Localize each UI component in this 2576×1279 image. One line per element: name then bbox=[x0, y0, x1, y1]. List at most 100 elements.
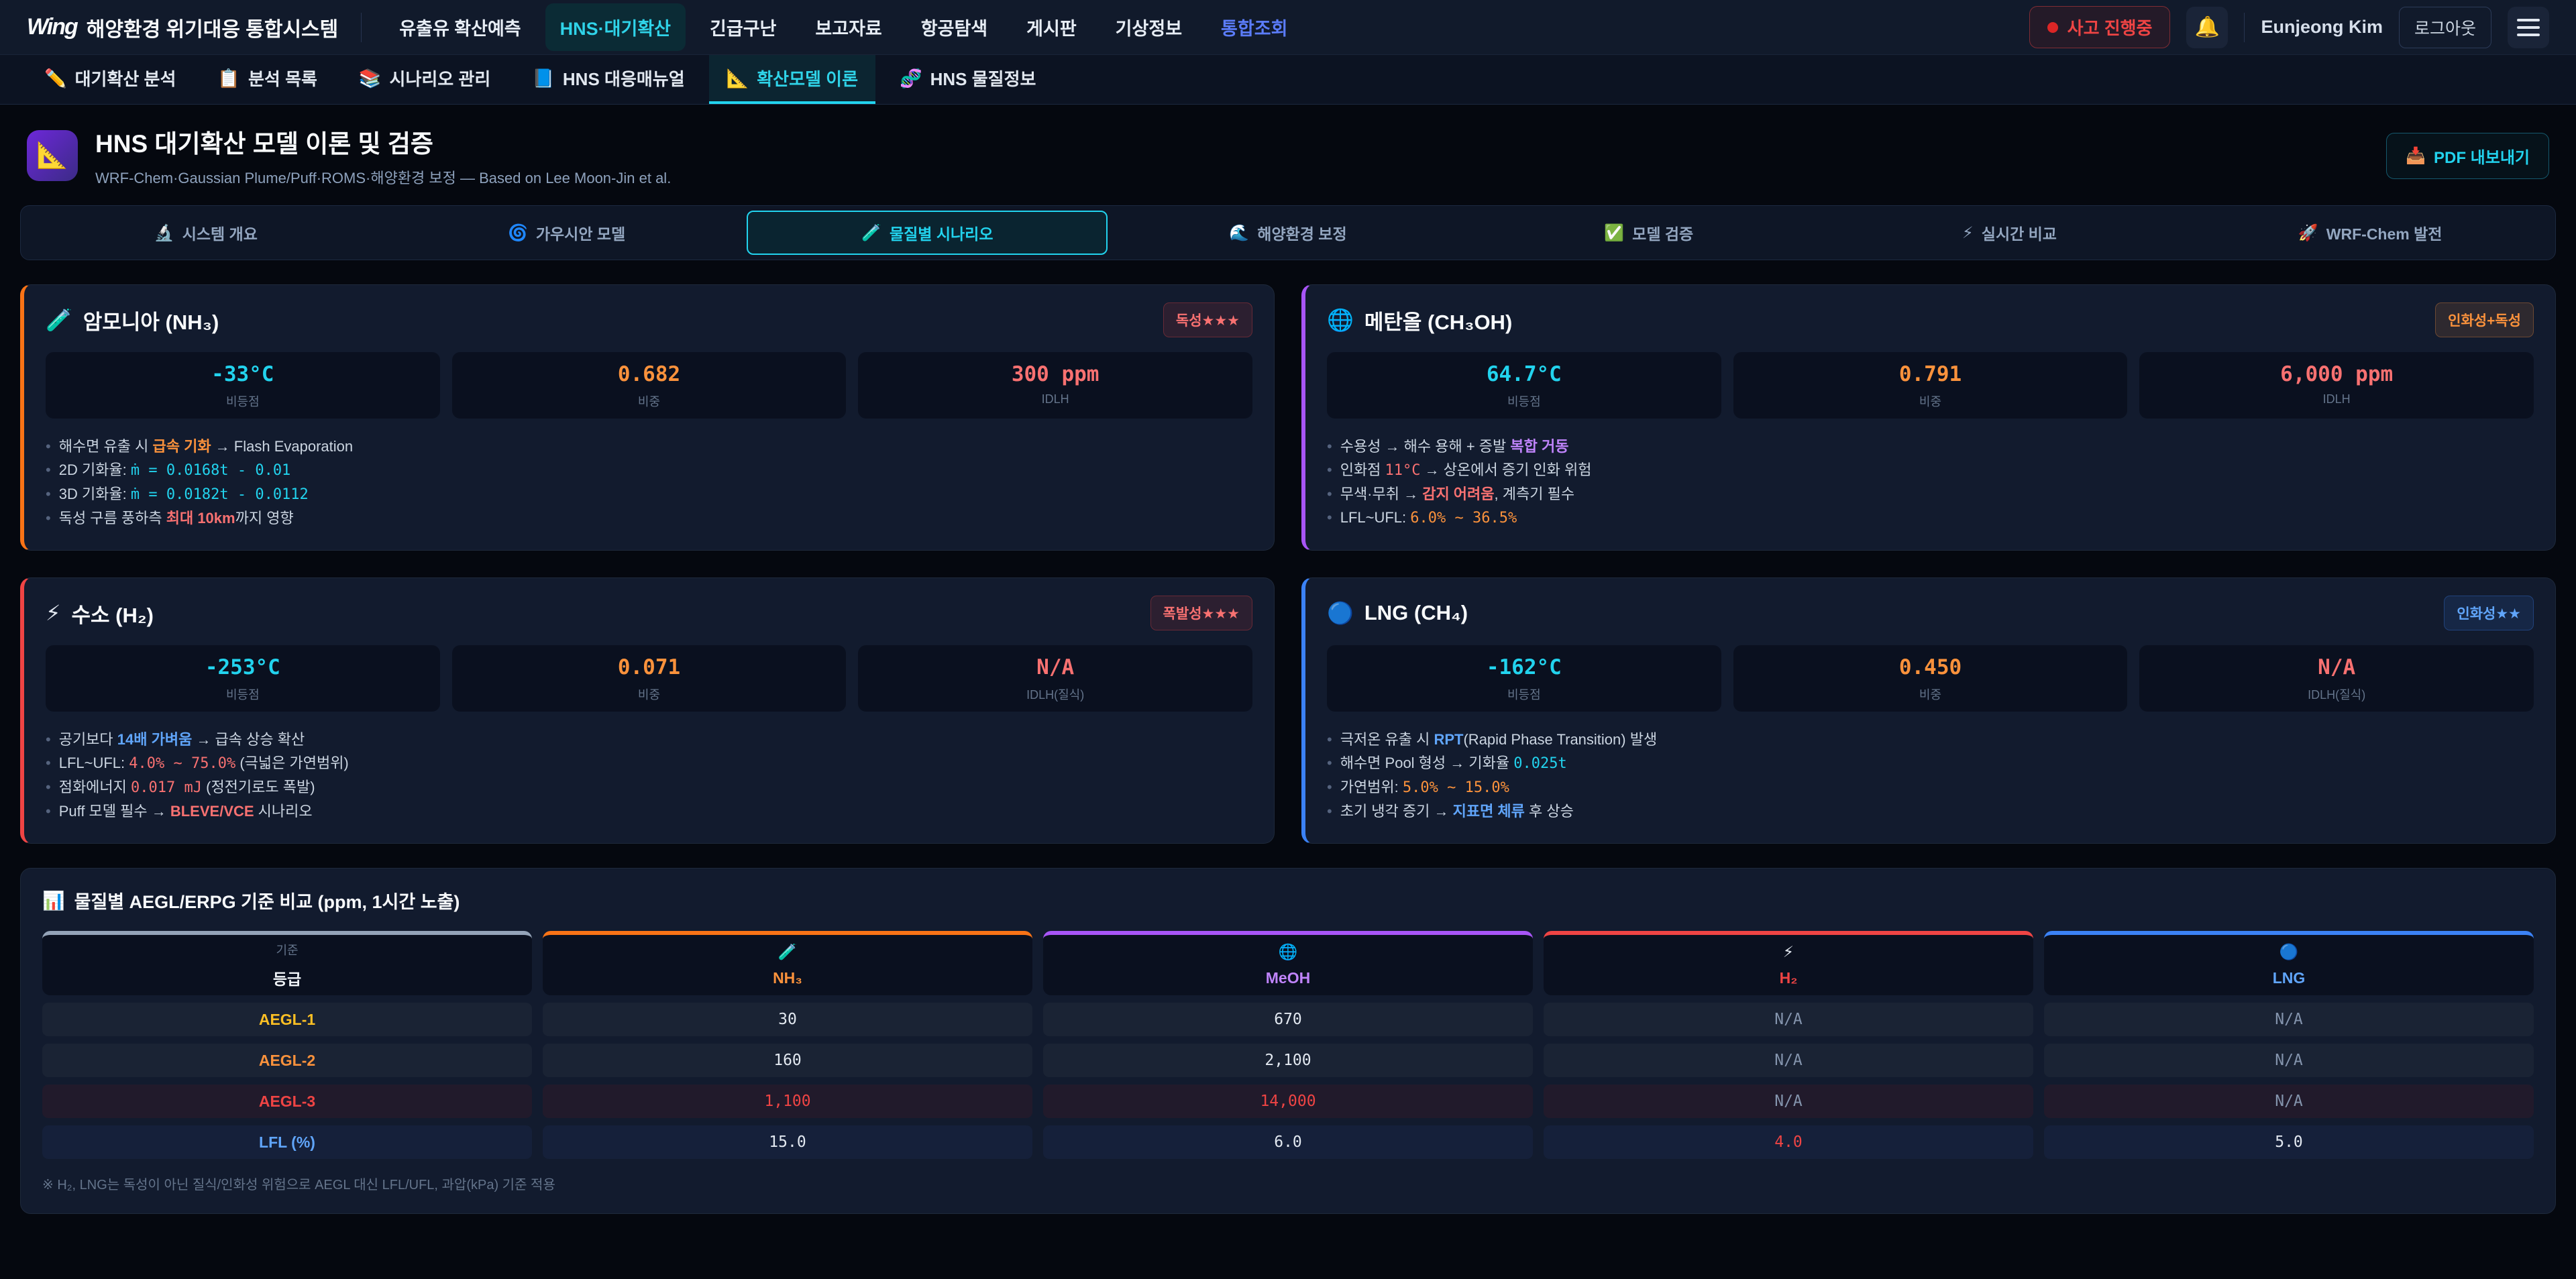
tab-substance-scenarios[interactable]: 🧪 물질별 시나리오 bbox=[747, 211, 1108, 255]
substance-title: LNG (CH₄) bbox=[1364, 601, 1468, 624]
divider bbox=[2244, 12, 2245, 42]
topbar-right: 사고 진행중 🔔 Eunjeong Kim 로그아웃 bbox=[2029, 6, 2549, 48]
rocket-icon: 🚀 bbox=[2298, 223, 2318, 242]
nav-item-aerial-search[interactable]: 항공탐색 bbox=[920, 19, 988, 39]
note-item: LFL~UFL: 4.0% ~ 75.0% (극넓은 가연범위) bbox=[46, 751, 1252, 775]
swirl-icon: 🌀 bbox=[507, 223, 528, 242]
substance-card-nh3: 🧪 암모니아 (NH₃) 독성★★★ -33°C 비등점 0.682 비중 30… bbox=[20, 284, 1275, 551]
hazard-badge: 인화성★★ bbox=[2444, 596, 2534, 630]
globe-icon: 🌐 bbox=[1278, 943, 1298, 960]
table-footnote: ※ H₂, LNG는 독성이 아닌 질식/인화성 위험으로 AEGL 대신 LF… bbox=[42, 1178, 555, 1192]
tab-realtime-comparison[interactable]: ⚡ 실시간 비교 bbox=[1962, 223, 2057, 243]
substance-title: 수소 (H₂) bbox=[71, 603, 154, 627]
stat-boiling-point: 64.7°C 비등점 bbox=[1327, 352, 1721, 419]
check-icon: ✅ bbox=[1604, 223, 1625, 242]
subtab-model-theory[interactable]: 📐 확산모델 이론 bbox=[708, 55, 875, 104]
tab-wrf-chem[interactable]: 🚀 WRF-Chem 발전 bbox=[2298, 223, 2443, 243]
dna-icon: 🧬 bbox=[900, 68, 922, 89]
tab-system-overview[interactable]: 🔬 시스템 개요 bbox=[154, 223, 258, 243]
substance-notes: 공기보다 14배 가벼움 → 급속 상승 확산 LFL~UFL: 4.0% ~ … bbox=[46, 728, 1252, 823]
test-tube-icon: 🧪 bbox=[861, 223, 881, 242]
subtab-label: HNS 대응매뉴얼 bbox=[562, 69, 685, 89]
note-item: 인화점 11°C → 상온에서 증기 인화 위험 bbox=[1327, 458, 2534, 482]
lightning-icon: ⚡ bbox=[1782, 943, 1794, 960]
nav-item-integrated-search[interactable]: 통합조회 bbox=[1221, 19, 1288, 39]
book-icon: 📘 bbox=[532, 68, 555, 89]
table-cell: 30 bbox=[543, 1003, 1032, 1036]
tab-marine-correction[interactable]: 🌊 해양환경 보정 bbox=[1229, 223, 1347, 243]
user-name: Eunjeong Kim bbox=[2261, 17, 2383, 37]
column-header-lng: 🔵 LNG bbox=[2044, 931, 2534, 995]
note-item: 해수면 유출 시 급속 기화 → Flash Evaporation bbox=[46, 435, 1252, 458]
tab-gaussian-model[interactable]: 🌀 가우시안 모델 bbox=[507, 223, 626, 243]
note-item: 해수면 Pool 형성 → 기화율 0.025t bbox=[1327, 751, 2534, 775]
logout-button[interactable]: 로그아웃 bbox=[2398, 6, 2491, 48]
note-item: 극저온 유출 시 RPT(Rapid Phase Transition) 발생 bbox=[1327, 728, 2534, 751]
pdf-export-button[interactable]: 📥 PDF 내보내기 bbox=[2386, 132, 2549, 179]
triangle-ruler-icon: 📐 bbox=[726, 68, 749, 89]
subtab-scenario-management[interactable]: 📚 시나리오 관리 bbox=[341, 55, 508, 104]
note-item: 점화에너지 0.017 mJ (정전기로도 폭발) bbox=[46, 775, 1252, 799]
aegl-comparison-section: 📊 물질별 AEGL/ERPG 기준 비교 (ppm, 1시간 노출) 기준 등… bbox=[20, 868, 2556, 1214]
note-item: 공기보다 14배 가벼움 → 급속 상승 확산 bbox=[46, 728, 1252, 751]
page-title: HNS 대기확산 모델 이론 및 검증 bbox=[95, 130, 433, 158]
page-header-text: HNS 대기확산 모델 이론 및 검증 WRF-Chem·Gaussian Pl… bbox=[95, 123, 2369, 188]
substance-notes: 해수면 유출 시 급속 기화 → Flash Evaporation 2D 기화… bbox=[46, 435, 1252, 530]
row-label-aegl3: AEGL-3 bbox=[42, 1085, 532, 1118]
subtab-hns-manual[interactable]: 📘 HNS 대응매뉴얼 bbox=[515, 55, 702, 104]
table-cell: 670 bbox=[1043, 1003, 1533, 1036]
subtab-hns-substance-info[interactable]: 🧬 HNS 물질정보 bbox=[882, 55, 1053, 104]
tab-model-validation[interactable]: ✅ 모델 검증 bbox=[1604, 223, 1694, 243]
triangle-ruler-icon: 📐 bbox=[27, 130, 78, 181]
nav-item-rescue[interactable]: 긴급구난 bbox=[710, 19, 777, 39]
stat-idlh: N/A IDLH(질식) bbox=[2139, 645, 2534, 712]
table-cell: 160 bbox=[543, 1044, 1032, 1077]
table-cell: 14,000 bbox=[1043, 1085, 1533, 1118]
nav-item-hns-dispersion[interactable]: HNS·대기확산 bbox=[545, 3, 686, 51]
main-nav: 유출유 확산예측 HNS·대기확산 긴급구난 보고자료 항공탐색 게시판 기상정… bbox=[384, 3, 2006, 51]
table-cell: 6.0 bbox=[1043, 1125, 1533, 1159]
stat-boiling-point: -33°C 비등점 bbox=[46, 352, 440, 419]
menu-button[interactable] bbox=[2508, 6, 2549, 48]
table-cell: 15.0 bbox=[543, 1125, 1032, 1159]
subtab-label: 시나리오 관리 bbox=[389, 69, 491, 89]
test-tube-icon: 🧪 bbox=[777, 943, 798, 960]
row-label-lfl: LFL (%) bbox=[42, 1125, 532, 1159]
table-cell: 4.0 bbox=[1544, 1125, 2033, 1159]
page-header: 📐 HNS 대기확산 모델 이론 및 검증 WRF-Chem·Gaussian … bbox=[0, 105, 2576, 201]
subtab-label: 대기확산 분석 bbox=[74, 69, 176, 89]
incident-status-badge[interactable]: 사고 진행중 bbox=[2029, 6, 2171, 48]
table-cell: N/A bbox=[2044, 1003, 2534, 1036]
subtab-analysis-list[interactable]: 📋 분석 목록 bbox=[200, 55, 335, 104]
microscope-icon: 🔬 bbox=[154, 223, 174, 242]
app-logo: Wing bbox=[27, 14, 78, 40]
notification-button[interactable]: 🔔 bbox=[2186, 6, 2229, 48]
nav-item-weather[interactable]: 기상정보 bbox=[1115, 19, 1183, 39]
subtab-dispersion-analysis[interactable]: ✏️ 대기확산 분석 bbox=[27, 55, 193, 104]
page-subtitle: WRF-Chem·Gaussian Plume/Puff·ROMS·해양환경 보… bbox=[95, 170, 672, 186]
divider bbox=[361, 12, 362, 42]
stat-boiling-point: -253°C 비등점 bbox=[46, 645, 440, 712]
note-item: 수용성 → 해수 용해 + 증발 복합 거동 bbox=[1327, 435, 2534, 458]
substance-card-h2: ⚡ 수소 (H₂) 폭발성★★★ -253°C 비등점 0.071 비중 N/A… bbox=[20, 577, 1275, 844]
table-cell: 1,100 bbox=[543, 1085, 1032, 1118]
note-item: 초기 냉각 증기 → 지표면 체류 후 상승 bbox=[1327, 799, 2534, 823]
blue-circle-icon: 🔵 bbox=[1327, 601, 1354, 625]
nav-item-oil-spill[interactable]: 유출유 확산예측 bbox=[399, 19, 521, 39]
stat-idlh: N/A IDLH(질식) bbox=[858, 645, 1252, 712]
nav-item-board[interactable]: 게시판 bbox=[1026, 19, 1077, 39]
stat-specific-gravity: 0.450 비중 bbox=[1733, 645, 2128, 712]
stat-specific-gravity: 0.682 비중 bbox=[451, 352, 847, 419]
app-title: 해양환경 위기대응 통합시스템 bbox=[86, 18, 339, 41]
column-header-meoh: 🌐 MeOH bbox=[1043, 931, 1533, 995]
hazard-badge: 독성★★★ bbox=[1163, 302, 1252, 337]
note-item: 가연범위: 5.0% ~ 15.0% bbox=[1327, 775, 2534, 799]
column-header-h2: ⚡ H₂ bbox=[1544, 931, 2033, 995]
books-icon: 📚 bbox=[358, 68, 382, 89]
stat-specific-gravity: 0.791 비중 bbox=[1733, 352, 2128, 419]
table-cell: N/A bbox=[2044, 1085, 2534, 1118]
hazard-badge: 인화성+독성 bbox=[2435, 302, 2534, 337]
nav-item-reports[interactable]: 보고자료 bbox=[815, 19, 882, 39]
lightning-icon: ⚡ bbox=[1962, 223, 1974, 242]
stat-idlh: 300 ppm IDLH bbox=[858, 352, 1252, 419]
